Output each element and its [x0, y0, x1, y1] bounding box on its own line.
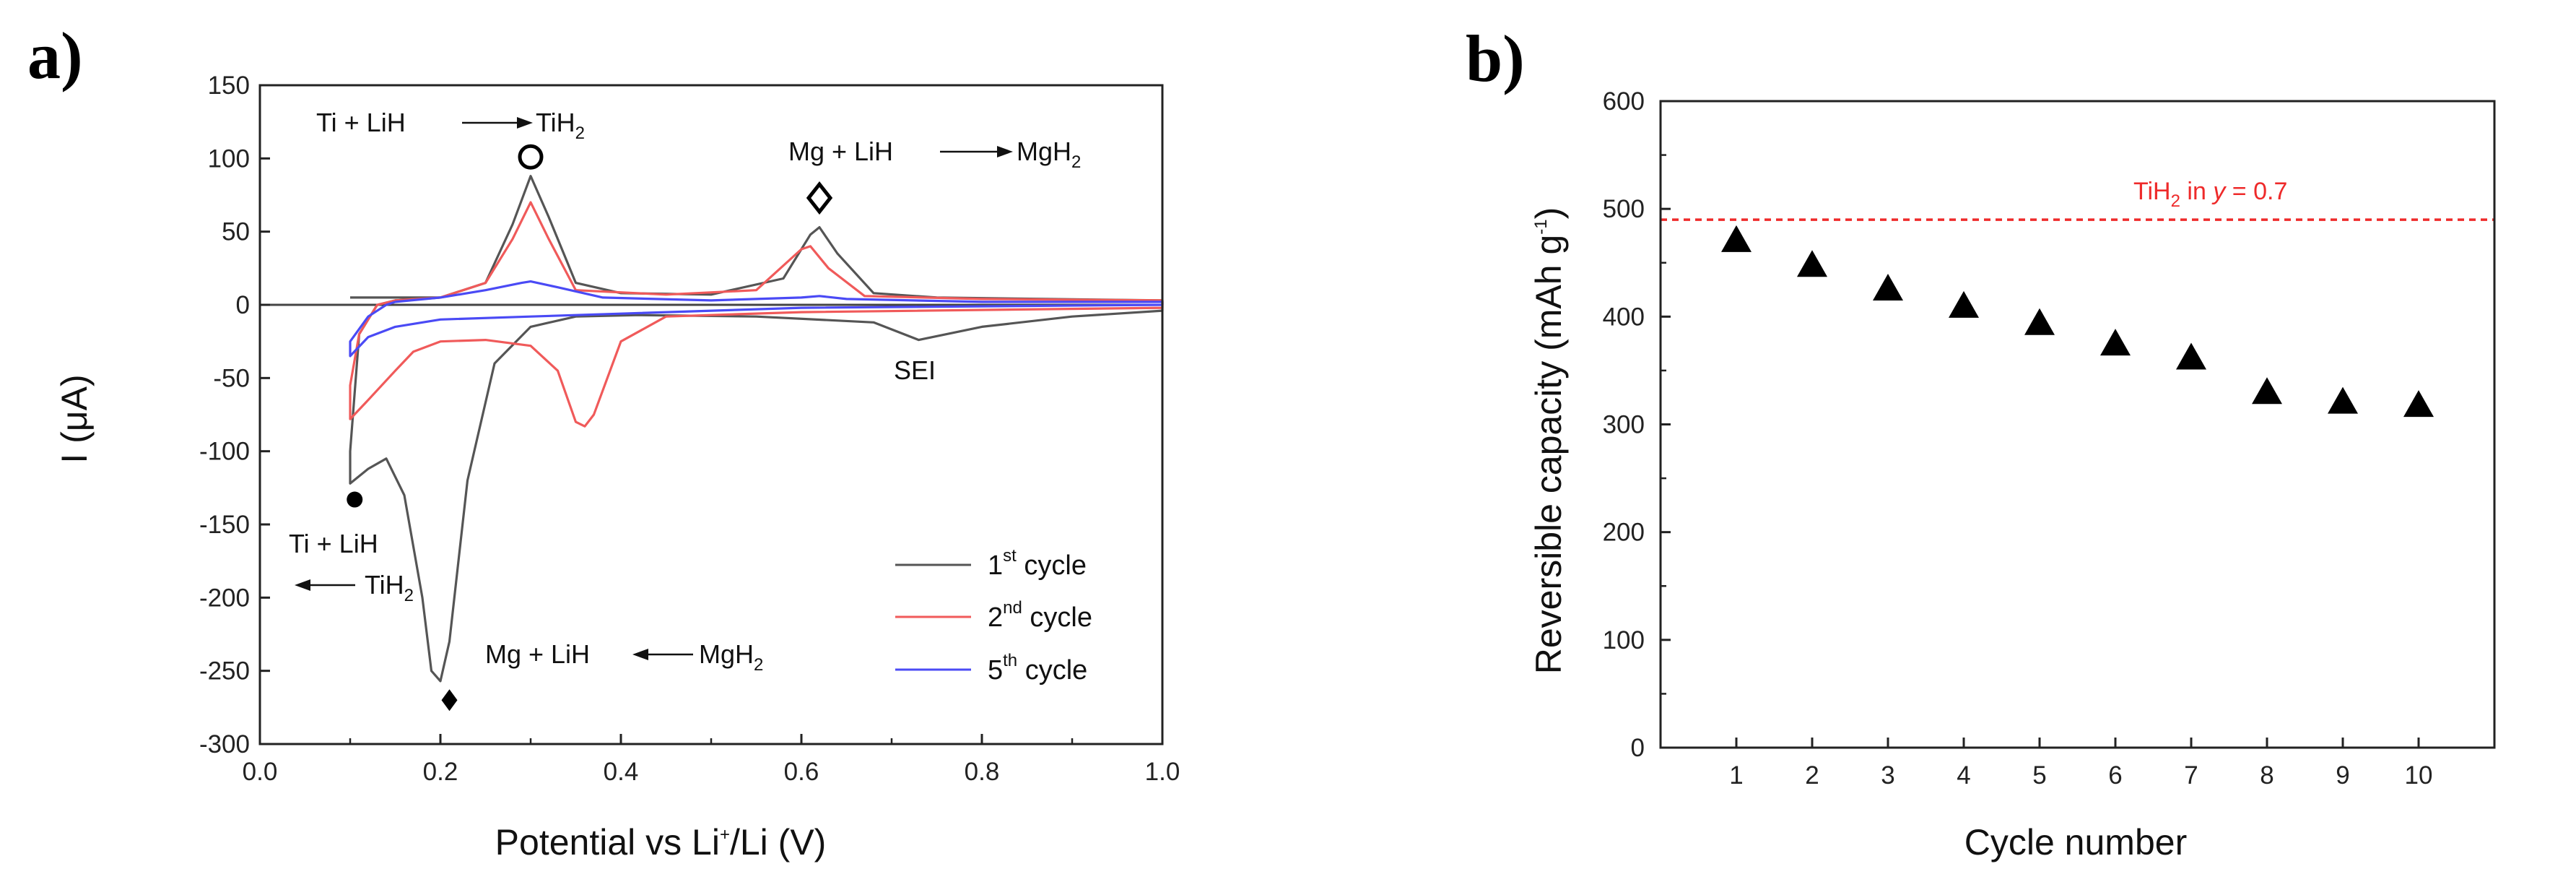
x-tick-label: 1.0	[1145, 758, 1180, 786]
x-tick-label: 9	[2336, 761, 2349, 790]
filled-diamond-marker	[441, 689, 458, 712]
capacity-point-cycle-1	[1721, 225, 1752, 252]
svg-text:Mg + LiH: Mg + LiH	[485, 639, 590, 669]
svg-text:5th cycle: 5th cycle	[988, 651, 1087, 686]
series-line-1st-cycle	[349, 175, 1164, 683]
x-tick-label: 6	[2108, 761, 2122, 790]
y-tick-label: 600	[1603, 87, 1645, 116]
svg-text:2nd cycle: 2nd cycle	[988, 598, 1092, 633]
annotation-ti-reduction: Ti + LiH TiH2	[289, 529, 414, 605]
capacity-point-cycle-2	[1797, 250, 1827, 277]
chart-a-x-axis-title: Potential vs Li+/Li (V)	[495, 822, 827, 862]
x-tick-label: 2	[1805, 761, 1819, 790]
x-tick-label: 0.6	[784, 758, 819, 786]
x-tick-label: 4	[1957, 761, 1970, 790]
y-tick-label: 0	[236, 291, 250, 319]
open-circle-marker	[518, 144, 544, 170]
y-tick-label: 50	[222, 218, 250, 246]
y-tick-label: 200	[1603, 519, 1645, 547]
svg-text:MgH2: MgH2	[1017, 137, 1081, 172]
x-tick-label: 0.8	[965, 758, 1000, 786]
y-tick-label: 500	[1603, 195, 1645, 223]
y-tick-label: 100	[1603, 626, 1645, 654]
svg-text:MgH2: MgH2	[699, 639, 763, 675]
panel-a-label: a)	[27, 19, 83, 92]
x-tick-label: 7	[2184, 761, 2198, 790]
capacity-point-cycle-10	[2403, 390, 2434, 418]
reversible-capacity-chart: 1 2 3 4 5 6 7 8 9 10 600 500 400 300 200 100 0 TiH2 in …	[1528, 87, 2496, 862]
svg-text:Ti + LiH: Ti + LiH	[289, 529, 378, 558]
x-tick-label: 3	[1881, 761, 1894, 790]
y-tick-label: 0	[1631, 734, 1645, 762]
y-tick-label: 300	[1603, 411, 1645, 439]
chart-b-y-axis-title: Reversible capacity (mAh g-1)	[1528, 207, 1569, 675]
capacity-point-cycle-5	[2024, 308, 2055, 335]
x-tick-label: 0.4	[604, 758, 639, 786]
chart-b-frame	[1659, 100, 2496, 749]
x-tick-label: 1	[1729, 761, 1743, 790]
y-tick-label: 150	[208, 72, 250, 100]
y-tick-label: -100	[199, 438, 250, 466]
legend-item-2nd-cycle: 2nd cycle	[895, 598, 1092, 633]
y-tick-label: -150	[199, 511, 250, 539]
chart-a-legend: 1st cycle 2nd cycle 5th cycle	[895, 546, 1092, 686]
capacity-point-cycle-7	[2176, 342, 2206, 370]
annotation-ti-oxidation: Ti + LiH TiH2	[316, 108, 585, 143]
chart-b-x-axis-title: Cycle number	[1964, 822, 2187, 862]
x-tick-label: 8	[2260, 761, 2273, 790]
y-tick-label: -200	[199, 584, 250, 612]
x-tick-label: 10	[2405, 761, 2433, 790]
y-tick-label: 100	[208, 144, 250, 173]
y-tick-label: -250	[199, 657, 250, 686]
open-diamond-marker	[806, 181, 833, 215]
annotation-sei: SEI	[894, 355, 936, 385]
series-line-5th-cycle	[349, 280, 1164, 358]
chart-a-y-axis-title: I (μA)	[54, 374, 95, 463]
y-tick-label: -300	[199, 730, 250, 758]
legend-item-1st-cycle: 1st cycle	[895, 546, 1087, 581]
capacity-point-cycle-8	[2252, 377, 2282, 405]
capacity-point-cycle-9	[2328, 386, 2358, 414]
svg-text:Ti + LiH: Ti + LiH	[316, 108, 406, 137]
x-tick-label: 5	[2032, 761, 2046, 790]
cyclic-voltammetry-chart: 0.0 0.2 0.4 0.6 0.8 1.0 150 100 50 0 -50 -100 -150 -…	[54, 72, 1180, 862]
y-axis-ticks: 600 500 400 300 200 100 0	[1603, 87, 1671, 762]
svg-text:1st cycle: 1st cycle	[988, 546, 1087, 581]
reference-line-label: TiH2 in y = 0.7	[2133, 178, 2287, 211]
panel-b-label: b)	[1466, 22, 1525, 95]
capacity-point-cycle-3	[1873, 274, 1903, 301]
capacity-point-cycle-6	[2100, 329, 2131, 356]
cv-markers	[347, 144, 833, 712]
legend-item-5th-cycle: 5th cycle	[895, 651, 1087, 686]
x-axis-ticks: 0.0 0.2 0.4 0.6 0.8 1.0	[243, 734, 1180, 786]
x-axis-ticks: 1 2 3 4 5 6 7 8 9 10	[1729, 738, 2432, 790]
capacity-point-cycle-4	[1949, 290, 1979, 318]
y-tick-label: -50	[213, 364, 250, 392]
y-axis-ticks: 150 100 50 0 -50 -100 -150 -200 -250 -300	[199, 72, 270, 758]
svg-text:Mg + LiH: Mg + LiH	[788, 137, 893, 166]
x-tick-label: 0.0	[243, 758, 278, 786]
svg-text:TiH2: TiH2	[536, 108, 585, 143]
annotation-mg-oxidation: Mg + LiH MgH2	[788, 137, 1081, 172]
y-tick-label: 400	[1603, 303, 1645, 331]
series-line-2nd-cycle	[349, 201, 1164, 428]
annotation-mg-reduction: Mg + LiH MgH2	[485, 639, 763, 675]
svg-text:TiH2: TiH2	[365, 570, 414, 605]
x-tick-label: 0.2	[423, 758, 458, 786]
filled-circle-marker	[347, 491, 363, 508]
capacity-points	[1721, 225, 2434, 418]
